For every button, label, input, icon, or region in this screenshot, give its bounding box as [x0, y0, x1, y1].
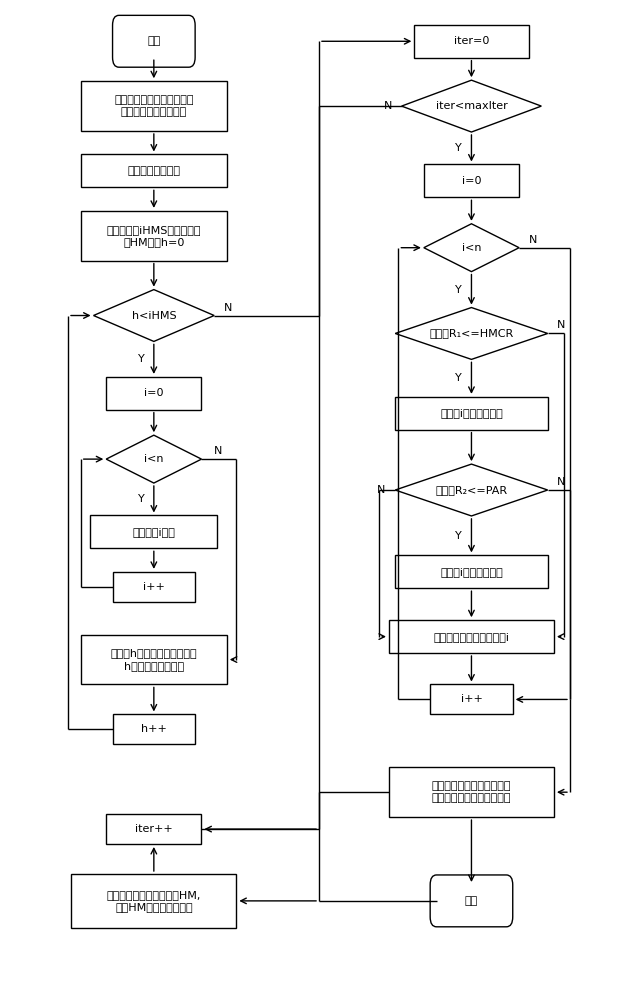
Text: iter<maxIter: iter<maxIter	[436, 101, 507, 111]
FancyBboxPatch shape	[430, 875, 513, 927]
Text: Y: Y	[455, 373, 462, 383]
Polygon shape	[106, 435, 202, 483]
Bar	[112, 572, 195, 602]
Bar	[389, 767, 554, 817]
Bar	[106, 814, 202, 844]
Text: i=0: i=0	[144, 388, 163, 398]
Text: i<n: i<n	[462, 243, 481, 253]
Polygon shape	[94, 290, 214, 341]
FancyBboxPatch shape	[112, 15, 195, 67]
Text: 对和声h进行修复，确保和声
h满足各项约束条件: 对和声h进行修复，确保和声 h满足各项约束条件	[110, 648, 197, 671]
Text: 将新和声加入和声记忆库HM,
并对HM进行更新与维护: 将新和声加入和声记忆库HM, 并对HM进行更新与维护	[107, 890, 201, 912]
Text: N: N	[224, 303, 232, 313]
Text: 随机数R₁<=HMCR: 随机数R₁<=HMCR	[429, 328, 514, 338]
Polygon shape	[395, 308, 547, 359]
Bar	[389, 620, 554, 653]
Text: i=0: i=0	[462, 176, 481, 186]
Text: 读取冷链物品、冷藏车的参
数；建立混装效果矩阵: 读取冷链物品、冷藏车的参 数；建立混装效果矩阵	[114, 95, 193, 117]
Text: 随机数R₂<=PAR: 随机数R₂<=PAR	[435, 485, 507, 495]
Text: i++: i++	[461, 694, 482, 704]
Text: Y: Y	[455, 531, 462, 541]
Bar	[71, 874, 237, 928]
Bar	[81, 211, 227, 261]
Text: 对音调i进行记忆思考: 对音调i进行记忆思考	[440, 408, 503, 418]
Text: 计算音调i的值: 计算音调i的值	[133, 527, 175, 537]
Polygon shape	[401, 80, 541, 132]
Polygon shape	[424, 224, 519, 272]
Text: Y: Y	[138, 494, 144, 504]
Text: h<iHMS: h<iHMS	[131, 311, 176, 321]
Text: 开始: 开始	[147, 36, 161, 46]
Text: iter=0: iter=0	[454, 36, 489, 46]
Text: 对音调i进行音调微调: 对音调i进行音调微调	[440, 567, 503, 577]
Text: N: N	[529, 235, 537, 245]
Text: h++: h++	[141, 724, 167, 734]
Text: iter++: iter++	[135, 824, 173, 834]
Bar	[81, 635, 227, 684]
Text: i++: i++	[143, 582, 165, 592]
Bar	[395, 397, 547, 430]
Text: i<n: i<n	[144, 454, 163, 464]
Bar	[106, 377, 202, 410]
Bar	[91, 515, 218, 548]
Bar	[395, 555, 547, 588]
Text: 对新的和声进行修复，确保
新的和声满足各项约束条件: 对新的和声进行修复，确保 新的和声满足各项约束条件	[432, 781, 511, 803]
Text: Y: Y	[455, 143, 462, 153]
Text: N: N	[214, 446, 223, 456]
Text: 结束: 结束	[465, 896, 478, 906]
Bar	[81, 154, 227, 187]
Bar	[112, 714, 195, 744]
Text: Y: Y	[455, 285, 462, 295]
Text: N: N	[377, 485, 386, 495]
Bar	[81, 81, 227, 131]
Text: N: N	[557, 477, 565, 487]
Bar	[424, 164, 519, 197]
Text: 在解空间内随机生成音调i: 在解空间内随机生成音调i	[433, 632, 510, 642]
Polygon shape	[395, 464, 547, 516]
Text: 生成大小为iHMS的和声记忆
库HM；令h=0: 生成大小为iHMS的和声记忆 库HM；令h=0	[107, 225, 201, 247]
Text: Y: Y	[138, 354, 144, 364]
Bar	[430, 684, 513, 714]
Text: 建立优化目标函数: 建立优化目标函数	[128, 166, 181, 176]
Text: N: N	[383, 101, 392, 111]
Text: N: N	[557, 320, 565, 330]
Bar	[414, 25, 529, 58]
